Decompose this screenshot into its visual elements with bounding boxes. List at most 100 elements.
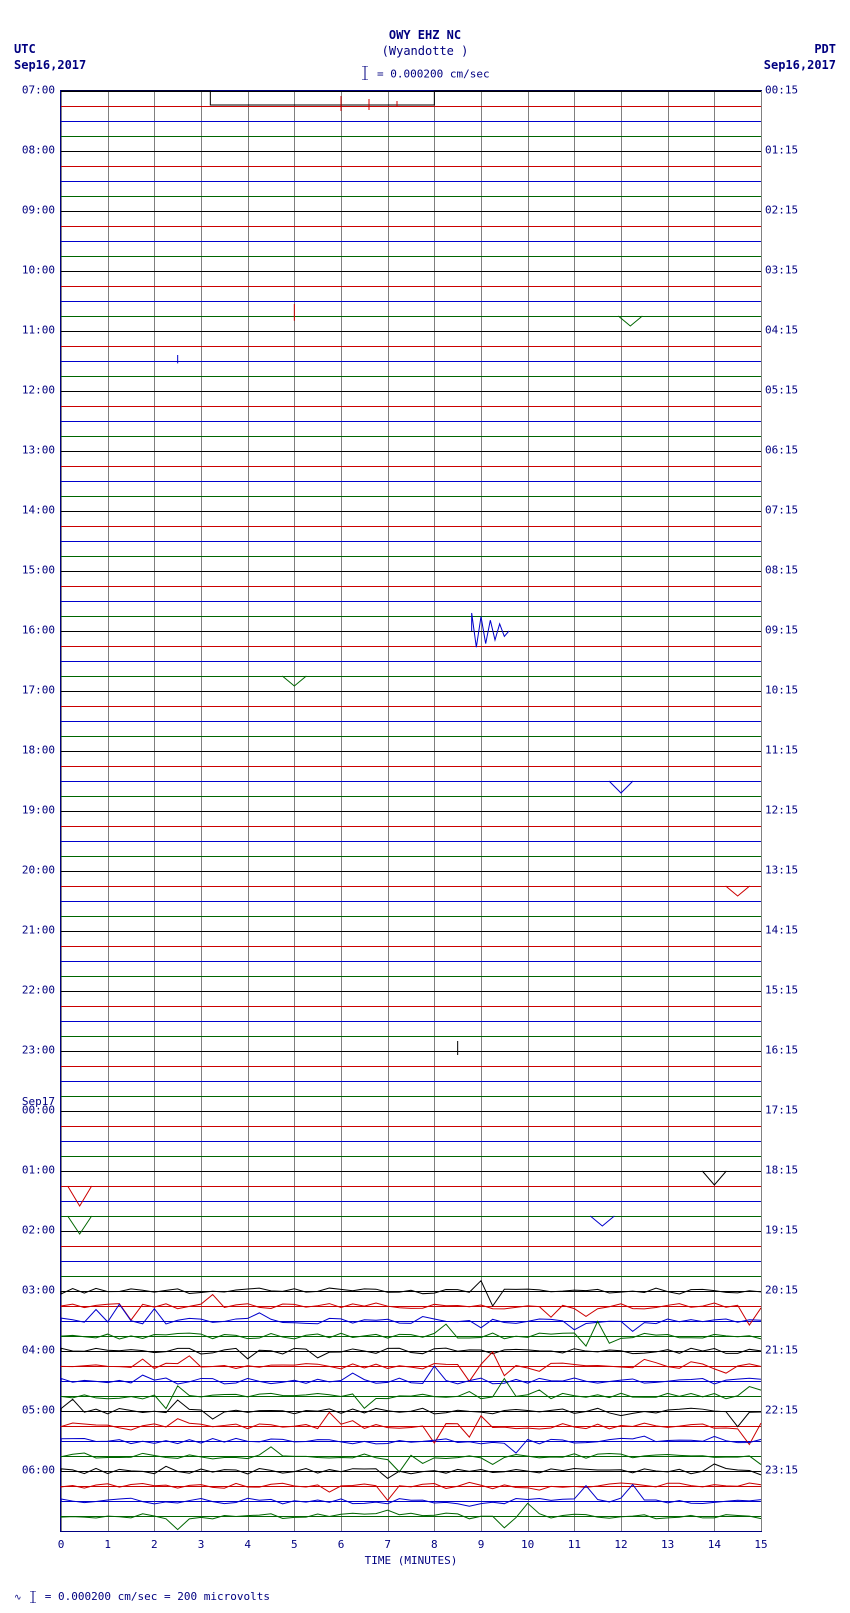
seismic-trace (61, 211, 761, 212)
x-tick-label: 7 (384, 1538, 391, 1551)
local-time-label: 10:15 (765, 684, 798, 697)
x-tick-label: 11 (568, 1538, 581, 1551)
local-time-label: 15:15 (765, 984, 798, 997)
seismic-trace (61, 451, 761, 452)
seismic-trace (61, 196, 761, 197)
seismic-trace (61, 1006, 761, 1007)
utc-time-label: 18:00 (22, 744, 55, 757)
local-time-label: 01:15 (765, 144, 798, 157)
x-tick-label: 1 (104, 1538, 111, 1551)
utc-time-label: 14:00 (22, 504, 55, 517)
utc-time-label: 11:00 (22, 324, 55, 337)
seismic-trace (61, 916, 761, 917)
utc-time-label: 01:00 (22, 1164, 55, 1177)
seismic-trace (61, 481, 761, 482)
seismic-trace (61, 181, 761, 182)
utc-time-label: 17:00 (22, 684, 55, 697)
station-title: OWY EHZ NC (0, 28, 850, 44)
seismic-trace (61, 391, 761, 392)
footer-text: = 0.000200 cm/sec = 200 microvolts (45, 1590, 270, 1603)
seismic-trace (61, 811, 761, 812)
x-tick-label: 5 (291, 1538, 298, 1551)
seismic-trace (61, 586, 761, 587)
local-time-label: 20:15 (765, 1284, 798, 1297)
seismic-event (61, 1196, 761, 1236)
utc-time-label: 12:00 (22, 384, 55, 397)
seismic-trace (61, 241, 761, 242)
local-time-label: 13:15 (765, 864, 798, 877)
local-time-label: 16:15 (765, 1044, 798, 1057)
x-tick-label: 14 (708, 1538, 721, 1551)
utc-time-label: 07:00 (22, 84, 55, 97)
seismic-trace (61, 1261, 761, 1262)
seismic-trace (61, 256, 761, 257)
seismic-trace (61, 1126, 761, 1127)
gridline-vertical (761, 91, 762, 1531)
seismic-trace (61, 526, 761, 527)
x-axis-label: TIME (MINUTES) (61, 1554, 761, 1567)
utc-time-label: 22:00 (22, 984, 55, 997)
x-tick-label: 0 (58, 1538, 65, 1551)
utc-time-label: 20:00 (22, 864, 55, 877)
local-time-label: 03:15 (765, 264, 798, 277)
local-time-label: 00:15 (765, 84, 798, 97)
local-time-label: 19:15 (765, 1224, 798, 1237)
x-tick-label: 9 (478, 1538, 485, 1551)
seismic-trace (61, 991, 761, 992)
header: OWY EHZ NC (Wyandotte ) (0, 28, 850, 59)
utc-time-label: 06:00 (22, 1464, 55, 1477)
footer-scale: ∿ = 0.000200 cm/sec = 200 microvolts (14, 1590, 270, 1603)
local-time-label: 14:15 (765, 924, 798, 937)
seismic-trace (61, 946, 761, 947)
seismic-event (61, 86, 761, 126)
x-tick-label: 15 (754, 1538, 767, 1551)
local-time-label: 04:15 (765, 324, 798, 337)
seismic-trace (61, 976, 761, 977)
seismic-trace (61, 736, 761, 737)
seismic-event (61, 656, 761, 696)
seismic-trace (61, 931, 761, 932)
x-tick-label: 10 (521, 1538, 534, 1551)
seismic-trace (61, 1096, 761, 1097)
utc-time-label: 05:00 (22, 1404, 55, 1417)
utc-time-label: 08:00 (22, 144, 55, 157)
seismogram-container: UTC Sep16,2017 PDT Sep16,2017 OWY EHZ NC… (0, 0, 850, 1613)
seismic-trace (61, 1111, 761, 1112)
seismic-event (61, 866, 761, 906)
local-time-label: 12:15 (765, 804, 798, 817)
seismic-trace (61, 961, 761, 962)
seismic-trace (61, 856, 761, 857)
local-time-label: 07:15 (765, 504, 798, 517)
seismic-trace (61, 826, 761, 827)
utc-time-label: 03:00 (22, 1284, 55, 1297)
utc-time-label: 13:00 (22, 444, 55, 457)
seismic-trace (61, 541, 761, 542)
seismic-event (61, 1031, 761, 1071)
seismic-trace (61, 466, 761, 467)
location-subtitle: (Wyandotte ) (0, 44, 850, 60)
date-change-label: Sep17 (22, 1095, 55, 1108)
local-time-label: 02:15 (765, 204, 798, 217)
seismic-trace (61, 421, 761, 422)
seismic-trace (61, 1246, 761, 1247)
seismic-trace (61, 226, 761, 227)
local-time-label: 18:15 (765, 1164, 798, 1177)
utc-time-label: 02:00 (22, 1224, 55, 1237)
utc-time-label: 10:00 (22, 264, 55, 277)
local-time-label: 06:15 (765, 444, 798, 457)
utc-time-label: 09:00 (22, 204, 55, 217)
seismic-trace (61, 1141, 761, 1142)
utc-time-label: 21:00 (22, 924, 55, 937)
seismic-trace (61, 751, 761, 752)
seismic-trace (61, 271, 761, 272)
seismic-trace (61, 601, 761, 602)
utc-time-label: 15:00 (22, 564, 55, 577)
seismic-trace (61, 841, 761, 842)
utc-time-label: 23:00 (22, 1044, 55, 1057)
local-time-label: 17:15 (765, 1104, 798, 1117)
local-time-label: 23:15 (765, 1464, 798, 1477)
x-tick-label: 8 (431, 1538, 438, 1551)
seismic-trace (61, 496, 761, 497)
seismic-trace (61, 1021, 761, 1022)
seismic-trace (61, 706, 761, 707)
